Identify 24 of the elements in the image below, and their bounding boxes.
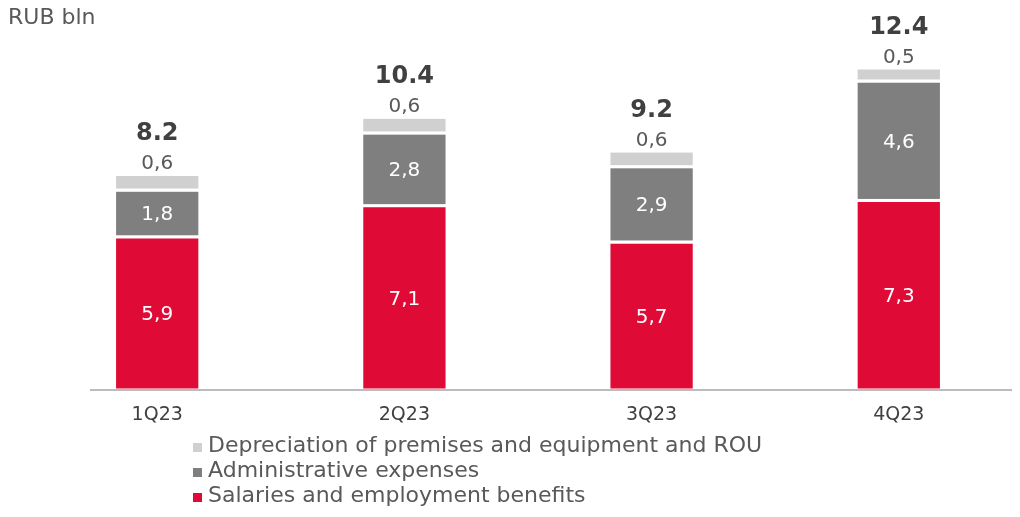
legend-label: Administrative expenses xyxy=(208,457,480,482)
data-label: 1,8 xyxy=(141,201,174,226)
data-label: 7,1 xyxy=(388,285,421,310)
total-label: 10.4 xyxy=(374,61,435,90)
data-label: 5,7 xyxy=(635,303,668,328)
data-label: 4,6 xyxy=(882,128,915,153)
total-label: 12.4 xyxy=(869,12,929,40)
chart-title: RUB bln xyxy=(8,4,96,29)
data-label: 0,6 xyxy=(141,150,174,175)
x-tick-label: 1Q23 xyxy=(131,402,183,424)
data-label: 0,6 xyxy=(388,93,421,118)
total-label: 9.2 xyxy=(630,95,673,124)
data-label: 5,9 xyxy=(141,301,174,326)
x-tick-label: 4Q23 xyxy=(873,402,925,424)
x-tick-label: 3Q23 xyxy=(625,402,678,424)
legend-label: Salaries and employment benefits xyxy=(208,482,586,507)
x-tick-label: 2Q23 xyxy=(378,402,431,424)
total-label: 8.2 xyxy=(135,118,179,147)
data-label: 7,3 xyxy=(882,283,915,308)
legend-label: Depreciation of premises and equipment and ROU xyxy=(208,432,763,457)
data-label: 0,6 xyxy=(635,127,668,152)
data-label: 2,8 xyxy=(388,157,421,182)
data-label: 2,9 xyxy=(635,192,668,217)
data-label: 0,5 xyxy=(882,44,915,68)
